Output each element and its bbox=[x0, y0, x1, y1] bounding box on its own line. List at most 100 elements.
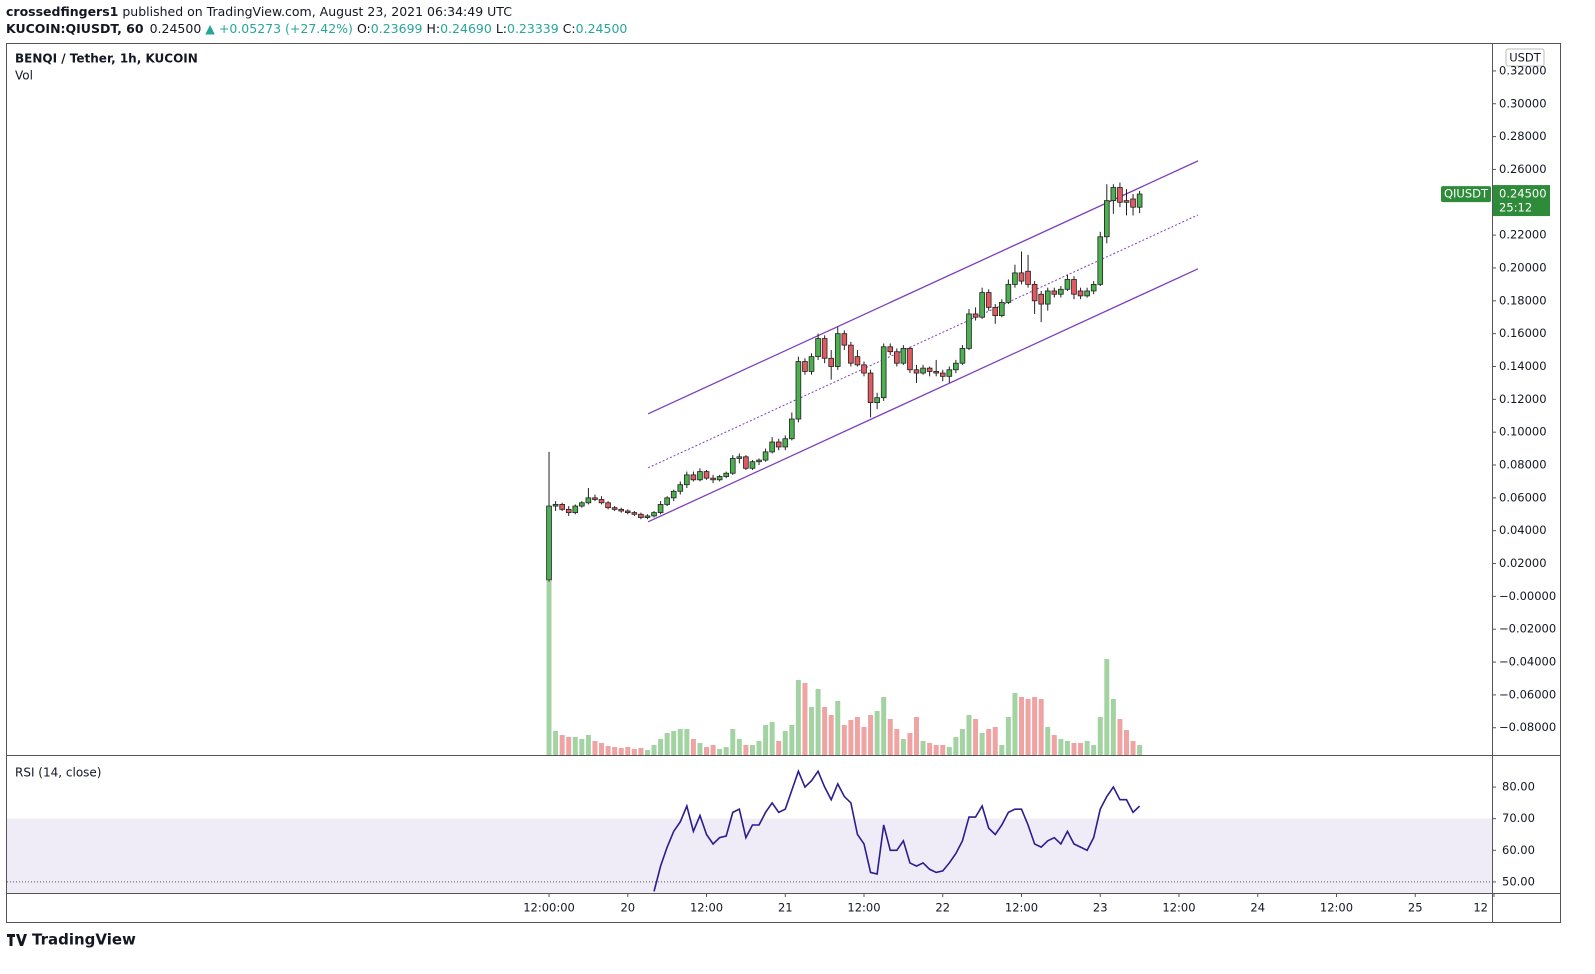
volume-bar bbox=[1084, 741, 1090, 755]
volume-bar bbox=[907, 733, 913, 755]
y-tick-label: 0.32000 bbox=[1499, 63, 1547, 77]
l-label: L: bbox=[496, 21, 507, 36]
volume-bar bbox=[809, 707, 815, 755]
volume-bar bbox=[618, 748, 624, 755]
volume-bar bbox=[743, 745, 749, 755]
candle-body bbox=[618, 508, 625, 512]
volume-bar bbox=[605, 746, 611, 755]
candle-body bbox=[1130, 198, 1136, 208]
candle-body bbox=[762, 451, 769, 461]
volume-bar bbox=[973, 719, 979, 755]
candle-body bbox=[880, 346, 887, 399]
volume-bar bbox=[756, 741, 762, 755]
x-tick-label: 23 bbox=[1093, 901, 1108, 915]
candle-body bbox=[703, 471, 710, 479]
candle-body bbox=[874, 397, 880, 404]
candle-body bbox=[1018, 272, 1025, 282]
volume-bar bbox=[612, 747, 618, 755]
candle-body bbox=[1071, 279, 1077, 295]
candle-body bbox=[999, 302, 1005, 316]
logo-icon bbox=[7, 934, 27, 946]
candle-body bbox=[1005, 283, 1012, 303]
candle-body bbox=[808, 356, 815, 372]
volume-bar bbox=[894, 729, 900, 755]
c-label: C: bbox=[563, 21, 576, 36]
candle-body bbox=[828, 357, 834, 367]
volume-bar bbox=[992, 727, 998, 755]
h-label: H: bbox=[426, 21, 440, 36]
candle-body bbox=[585, 497, 592, 504]
volume-bar bbox=[631, 749, 637, 755]
candle-body bbox=[1058, 288, 1064, 295]
y-tick-label: 0.10000 bbox=[1499, 425, 1547, 439]
volume-bar bbox=[566, 737, 572, 755]
candle-body bbox=[854, 356, 861, 366]
candle-body bbox=[624, 510, 631, 514]
volume-bar bbox=[559, 735, 565, 755]
candle-body bbox=[979, 292, 985, 318]
volume-bar bbox=[835, 701, 841, 755]
y-tick-label: 0.22000 bbox=[1499, 228, 1547, 242]
volume-bar bbox=[959, 729, 965, 755]
volume-bar bbox=[592, 741, 598, 755]
volume-bar bbox=[1005, 717, 1011, 755]
candle-body bbox=[684, 474, 690, 486]
volume-bar bbox=[658, 739, 664, 755]
volume-bar bbox=[644, 750, 650, 755]
candle-body bbox=[913, 369, 920, 374]
author: crossedfingers1 bbox=[6, 4, 118, 19]
frame bbox=[6, 43, 1561, 923]
volume-bar bbox=[651, 745, 657, 755]
candle-body bbox=[1064, 279, 1071, 290]
publish-line: crossedfingers1 published on TradingView.… bbox=[6, 4, 512, 19]
x-tick-label: 22 bbox=[935, 901, 950, 915]
volume-bar bbox=[769, 722, 775, 755]
last: 0.24500 bbox=[150, 21, 202, 36]
volume-bar bbox=[841, 725, 847, 755]
y-tick-label: 0.02000 bbox=[1499, 556, 1547, 570]
y-tick-label: 0.12000 bbox=[1499, 392, 1547, 406]
candle-body bbox=[611, 507, 618, 510]
volume-bar bbox=[1012, 693, 1018, 755]
candle-body bbox=[723, 472, 730, 477]
volume-bar bbox=[625, 747, 631, 755]
volume-bar bbox=[1091, 745, 1097, 755]
candle-body bbox=[1110, 187, 1117, 202]
volume-bar bbox=[1117, 719, 1123, 755]
candle-body bbox=[795, 361, 802, 420]
candle-body bbox=[933, 371, 939, 374]
published: published on TradingView.com, August 23,… bbox=[122, 4, 512, 19]
volume-bar bbox=[546, 581, 552, 755]
candle-body bbox=[638, 513, 644, 518]
volume-bar bbox=[920, 741, 926, 755]
volume-bar bbox=[553, 731, 559, 755]
h: 0.24690 bbox=[440, 21, 492, 36]
volume-bar bbox=[986, 729, 992, 755]
volume-bar bbox=[671, 731, 677, 755]
rsi-pane bbox=[7, 768, 1492, 893]
candle-body bbox=[992, 306, 999, 316]
currency: USDT bbox=[1509, 51, 1542, 65]
volume-bar bbox=[717, 749, 723, 755]
volume-bar bbox=[664, 733, 670, 755]
candle-body bbox=[782, 438, 789, 448]
candle-body bbox=[592, 497, 598, 500]
candle-body bbox=[920, 367, 926, 374]
candle-body bbox=[789, 418, 795, 440]
volume-bar bbox=[572, 737, 578, 755]
volume-bar bbox=[782, 731, 788, 755]
candle-body bbox=[729, 458, 736, 474]
candle-body bbox=[959, 348, 966, 364]
candle-body bbox=[1136, 193, 1143, 208]
y-tick-label: −0.06000 bbox=[1499, 687, 1556, 701]
c: 0.24500 bbox=[576, 21, 628, 36]
volume-bar bbox=[966, 715, 972, 755]
y-tick-label: 0.30000 bbox=[1499, 96, 1547, 110]
arrow: ▲ bbox=[205, 21, 215, 36]
y-tick-label: 0.14000 bbox=[1499, 359, 1547, 373]
candle-body bbox=[802, 361, 808, 372]
volume-bar bbox=[1019, 697, 1024, 755]
candle-body bbox=[1025, 270, 1031, 285]
rsi-tick-label: 60.00 bbox=[1502, 843, 1535, 857]
